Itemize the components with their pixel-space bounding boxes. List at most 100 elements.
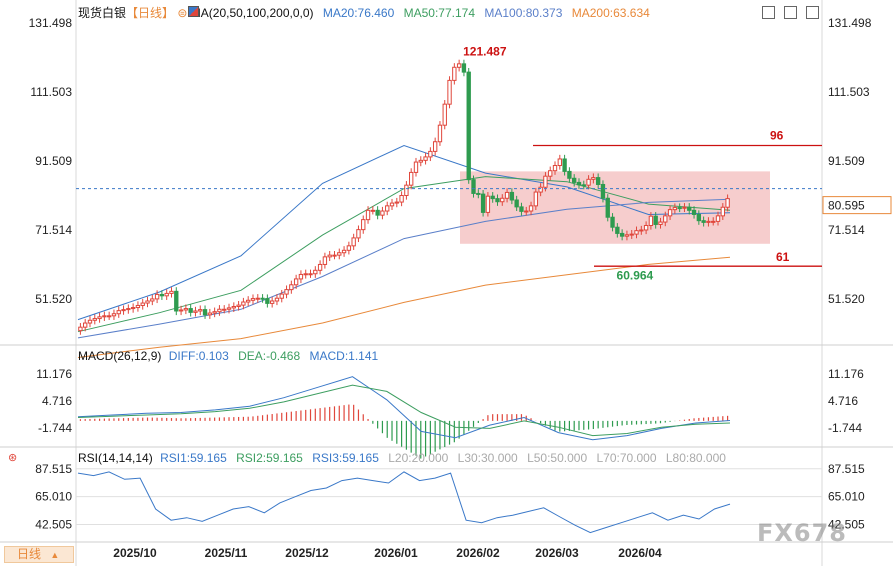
candle-body-118 (643, 224, 649, 231)
price-axis-right-tick-1: 111.503 (828, 85, 870, 99)
candle-body-98 (548, 170, 553, 177)
candle-body-17 (159, 293, 165, 297)
candle-body-61 (370, 209, 376, 212)
macd-label[interactable]: MACD(26,12,9) (78, 349, 162, 363)
macd-axis-right-tick-1: 4.716 (828, 394, 858, 408)
candle-body-5 (102, 315, 107, 318)
candle-body-59 (361, 219, 366, 231)
price-axis-left-tick-1: 111.503 (30, 85, 72, 99)
candle-body-132 (711, 220, 716, 223)
candle-body-127 (687, 206, 692, 211)
candle-body-123 (667, 209, 673, 217)
rsi-l30-value: L30:30.000 (457, 451, 518, 465)
ma-color-icon[interactable] (188, 6, 199, 17)
candle-body-97 (543, 175, 548, 188)
ma-indicator-label[interactable]: MA(20,50,100,200,0,0) (190, 6, 314, 20)
ma100-line (77, 198, 731, 339)
rsi-l80-value: L80:80.000 (665, 451, 726, 465)
zoom-in-icon[interactable] (762, 6, 775, 19)
candle-body-46 (298, 273, 304, 280)
date-axis-tick-5: 2026/03 (535, 546, 579, 560)
rsi-line (77, 471, 731, 534)
candle-body-83 (476, 192, 481, 195)
candle-body-116 (634, 230, 639, 235)
macd-histogram-value: MACD:1.141 (309, 349, 379, 363)
high-annotation: 121.487 (463, 45, 507, 59)
candle-body-7 (111, 313, 117, 317)
price-axis-left-tick-3: 71.514 (35, 223, 72, 237)
candle-body-37 (255, 297, 260, 300)
rsi-l20-value: L20:20.000 (388, 451, 449, 465)
ma50-line (77, 176, 731, 333)
candle-body-88 (500, 197, 505, 203)
candle-body-79 (456, 63, 462, 68)
candle-body-42 (279, 293, 284, 299)
rsi2-value: RSI2:59.165 (236, 451, 303, 465)
low-annotation: 60.964 (617, 268, 654, 282)
rsi-label[interactable]: RSI(14,14,14) (78, 451, 153, 465)
candle-body-103 (572, 177, 577, 183)
candle-body-13 (140, 302, 145, 306)
candle-body-92 (519, 206, 524, 212)
watermark-text: FX678 (757, 519, 847, 547)
macd-axis-right-tick-2: -1.744 (828, 421, 862, 435)
candle-body-0 (78, 326, 83, 332)
candle-body-80 (461, 63, 467, 73)
candle-body-87 (495, 198, 500, 203)
candle-body-27 (207, 312, 213, 316)
candle-body-40 (269, 300, 275, 304)
watermark-logo: FX678 (757, 519, 847, 547)
candle-body-100 (557, 158, 562, 167)
rsi-axis-left-tick-1: 65.010 (35, 490, 72, 504)
date-axis-tick-4: 2026/02 (456, 546, 500, 560)
zoom-out-icon[interactable] (784, 6, 797, 19)
ma200-value: MA200:63.634 (571, 6, 650, 20)
candle-body-20 (174, 290, 179, 312)
macd-axis-left-tick-2: -1.744 (38, 421, 72, 435)
candle-body-55 (341, 249, 347, 254)
candle-body-21 (178, 309, 184, 312)
candle-body-1 (83, 322, 88, 328)
date-axis-tick-0: 2025/10 (113, 546, 157, 560)
macd-diff-line (77, 376, 731, 441)
candle-body-2 (87, 319, 93, 324)
price-header: 现货白银【日线】 ⊜ MA(20,50,100,200,0,0) MA20:76… (78, 6, 650, 20)
candle-body-74 (432, 141, 438, 152)
macd-dea-value: DEA:-0.468 (238, 349, 301, 363)
candle-body-14 (145, 300, 150, 304)
rsi-axis-right-tick-0: 87.515 (828, 462, 865, 476)
support-label: 61 (776, 250, 790, 264)
candle-body-85 (485, 195, 491, 213)
settings-icon[interactable]: ⊜ (177, 6, 188, 20)
candle-body-35 (246, 299, 251, 303)
candle-body-28 (212, 311, 217, 314)
candle-body-12 (135, 304, 141, 309)
macd-dea-line (77, 384, 731, 437)
period-switch-button[interactable]: 日线 ▲ (4, 546, 74, 563)
rsi-settings-icon[interactable]: ⊛ (8, 452, 18, 464)
candle-body-77 (447, 79, 452, 105)
consolidation-zone (460, 171, 770, 244)
candle-body-38 (260, 297, 265, 300)
period-tag: 【日线】 (126, 6, 175, 20)
ma100-value: MA100:80.373 (484, 6, 563, 20)
candle-body-16 (154, 293, 160, 300)
candle-body-112 (615, 226, 620, 234)
ma50-value: MA50:77.174 (403, 6, 475, 20)
rsi-axis-right-tick-2: 42.505 (828, 518, 865, 532)
rsi-l70-value: L70:70.000 (596, 451, 657, 465)
candle-body-24 (193, 310, 198, 313)
candle-body-113 (619, 232, 625, 237)
candle-body-108 (595, 177, 601, 185)
candle-body-51 (322, 256, 328, 265)
date-axis-tick-6: 2026/04 (618, 546, 662, 560)
macd-header: MACD(26,12,9) DIFF:0.103 DEA:-0.468 MACD… (78, 349, 378, 363)
candle-body-67 (399, 195, 404, 203)
fullscreen-icon[interactable] (806, 6, 819, 19)
candle-body-70 (413, 161, 419, 173)
candle-body-117 (639, 229, 644, 232)
candle-body-44 (289, 284, 294, 291)
candle-body-26 (202, 309, 208, 316)
candle-body-128 (691, 209, 697, 215)
